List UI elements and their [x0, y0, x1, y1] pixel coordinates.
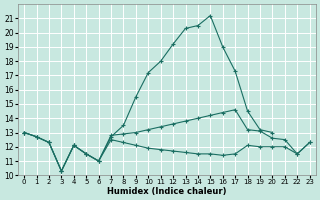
X-axis label: Humidex (Indice chaleur): Humidex (Indice chaleur) [107, 187, 227, 196]
